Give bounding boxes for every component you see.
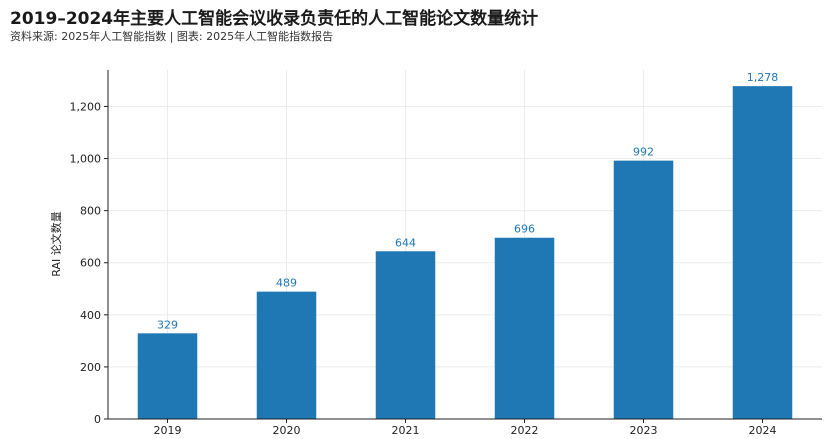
data-label: 696 bbox=[514, 223, 535, 236]
bars bbox=[137, 86, 793, 420]
bar-2024 bbox=[732, 86, 793, 419]
y-tick-label: 1,000 bbox=[70, 153, 102, 166]
grid-lines bbox=[108, 70, 822, 419]
y-tick-label: 1,200 bbox=[70, 100, 102, 113]
x-tick-label: 2021 bbox=[392, 424, 420, 437]
chart-source: 资料来源: 2025年人工智能指数 | 图表: 2025年人工智能指数报告 bbox=[10, 30, 334, 43]
y-tick-label: 400 bbox=[80, 309, 101, 322]
x-tick-label: 2022 bbox=[511, 424, 539, 437]
y-axis-title: RAI 论文数量 bbox=[49, 211, 63, 276]
bar-2023 bbox=[613, 160, 674, 420]
data-label: 644 bbox=[395, 236, 416, 249]
x-tick-label: 2023 bbox=[630, 424, 658, 437]
bar-2022 bbox=[494, 237, 555, 419]
bar-2019 bbox=[137, 333, 198, 419]
bar-2021 bbox=[375, 251, 436, 419]
y-tick-label: 800 bbox=[80, 205, 101, 218]
data-label: 329 bbox=[157, 318, 178, 331]
y-tick-label: 600 bbox=[80, 257, 101, 270]
data-label: 992 bbox=[633, 146, 654, 159]
data-label: 1,278 bbox=[747, 71, 779, 84]
data-label: 489 bbox=[276, 277, 297, 290]
labels: 0 200 400 600 800 1,000 1,200 2019 329 2020 489 202… bbox=[70, 71, 779, 437]
x-tick-label: 2020 bbox=[273, 424, 301, 437]
bar-2020 bbox=[256, 291, 317, 419]
chart-title: 2019–2024年主要人工智能会议收录负责任的人工智能论文数量统计 bbox=[10, 9, 539, 29]
y-tick-label: 200 bbox=[80, 361, 101, 374]
y-tick-label: 0 bbox=[94, 413, 101, 426]
axes bbox=[107, 70, 822, 420]
x-tick-label: 2024 bbox=[749, 424, 777, 437]
x-tick-label: 2019 bbox=[154, 424, 182, 437]
